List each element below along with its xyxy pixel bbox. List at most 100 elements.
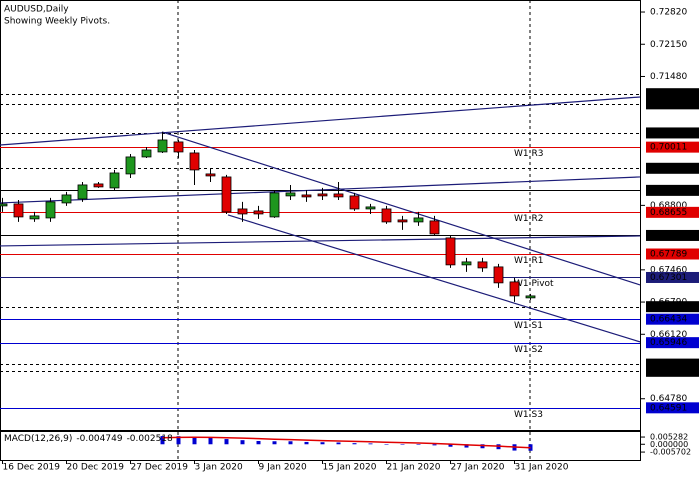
candle-body (349, 195, 360, 210)
candle-body (445, 237, 456, 266)
level-price-label: 0.65500 (650, 360, 687, 370)
y-tick-label: 0.67460 (650, 265, 687, 275)
macd-bar (368, 443, 373, 445)
macd-bar (384, 443, 389, 445)
y-tick-label: 0.000000 (650, 440, 688, 449)
level-price-label: 0.70306 (650, 128, 687, 138)
x-tick-label: 21 Jan 2020 (387, 463, 441, 473)
candle-body (365, 206, 376, 210)
candle-body (205, 173, 216, 177)
macd-bar (176, 436, 181, 445)
level-price-box (646, 184, 699, 196)
x-tick-label: 27 Dec 2019 (131, 463, 189, 473)
macd-bar (192, 437, 197, 445)
macd-bar (288, 441, 293, 445)
trendline (0, 235, 641, 247)
macd-bar (464, 444, 469, 448)
y-tick-label: 0.68800 (650, 201, 687, 211)
level-price-label: 0.68655 (650, 208, 687, 218)
macd-value: -0.004749 (76, 434, 122, 444)
x-tick-label: 20 Dec 2019 (67, 463, 125, 473)
y-tick-label: 0.72820 (650, 8, 687, 18)
level-price-box (646, 127, 699, 139)
macd-bar (352, 443, 357, 445)
candle-body (333, 193, 344, 198)
level-price-box (646, 141, 699, 153)
level-name: W1 R1 (514, 256, 543, 266)
signal-line (162, 436, 531, 449)
candle-body (0, 203, 8, 207)
main-panel (0, 0, 641, 431)
candle-body (381, 208, 392, 223)
candle-body (77, 184, 88, 200)
y-tick-label: -0.005702 (650, 448, 691, 457)
level-price-label: 0.66694 (650, 302, 687, 312)
level-name: W1 R2 (514, 214, 543, 224)
level-name: W1 S2 (514, 345, 543, 355)
level-price-label: 0.67789 (650, 250, 687, 260)
y-tick-label: 0.71480 (650, 72, 687, 82)
trendline (0, 176, 641, 204)
candle-body (157, 139, 168, 153)
macd-bar (416, 444, 421, 445)
level-price-box (646, 358, 699, 370)
x-tick-label: 16 Dec 2019 (3, 463, 61, 473)
candle-body (429, 220, 440, 235)
candle-body (525, 295, 536, 299)
candle-body (29, 215, 40, 220)
y-tick-label: 0.66120 (650, 330, 687, 340)
level-price-label: 0.65946 (650, 338, 687, 348)
candle-body (317, 193, 328, 197)
candle-body (173, 141, 184, 153)
level-price-label: 0.65350 (650, 367, 687, 377)
candle-body (413, 217, 424, 223)
level-price-box (646, 313, 699, 325)
macd-bar (160, 436, 165, 445)
level-price-box (646, 365, 699, 377)
level-name: W1 Pivot (514, 279, 554, 289)
chart-subtitle: Showing Weekly Pivots. (4, 17, 110, 27)
candle-body (45, 201, 56, 219)
macd-bar (336, 442, 341, 445)
level-price-box (646, 301, 699, 313)
level-price-box (646, 206, 699, 218)
candle-body (269, 192, 280, 218)
macd-bar (224, 439, 229, 445)
candle-body (125, 156, 136, 175)
macd-bar (208, 437, 213, 445)
x-tick-label: 27 Jan 2020 (451, 463, 505, 473)
level-price-label: 0.71122 (650, 89, 687, 99)
level-price-box (646, 402, 699, 414)
candle-body (493, 266, 504, 284)
level-name: W1 R3 (514, 149, 543, 159)
macd-title: MACD(12,26,9) (4, 434, 72, 444)
x-tick-label: 3 Jan 2020 (195, 463, 243, 473)
macd-bar (304, 441, 309, 445)
trendline (161, 131, 641, 286)
level-price-box (646, 271, 699, 283)
level-price-label: 0.69571 (650, 164, 687, 174)
candle-body (253, 210, 264, 215)
macd-bar (432, 444, 437, 446)
macd-bar (256, 440, 261, 445)
macd-bar (240, 440, 245, 445)
candle-body (93, 183, 104, 188)
level-name: W1 S3 (514, 410, 543, 420)
x-tick-label: 9 Jan 2020 (259, 463, 307, 473)
level-price-label: 0.67301 (650, 273, 687, 283)
level-price-label: 0.70911 (650, 99, 687, 109)
level-price-label: 0.70011 (650, 143, 687, 153)
candle-body (109, 172, 120, 189)
level-price-box (646, 98, 699, 110)
y-tick-label: 0.005282 (650, 433, 688, 442)
macd-panel (0, 431, 641, 461)
macd-bar (400, 444, 405, 445)
macd-bar (448, 444, 453, 447)
level-price-box (646, 229, 699, 241)
candle-body (509, 281, 520, 297)
macd-legend: MACD(12,26,9) -0.004749 -0.002518 (4, 434, 173, 444)
candle-body (301, 194, 312, 198)
level-price-label: 0.66434 (650, 315, 687, 325)
